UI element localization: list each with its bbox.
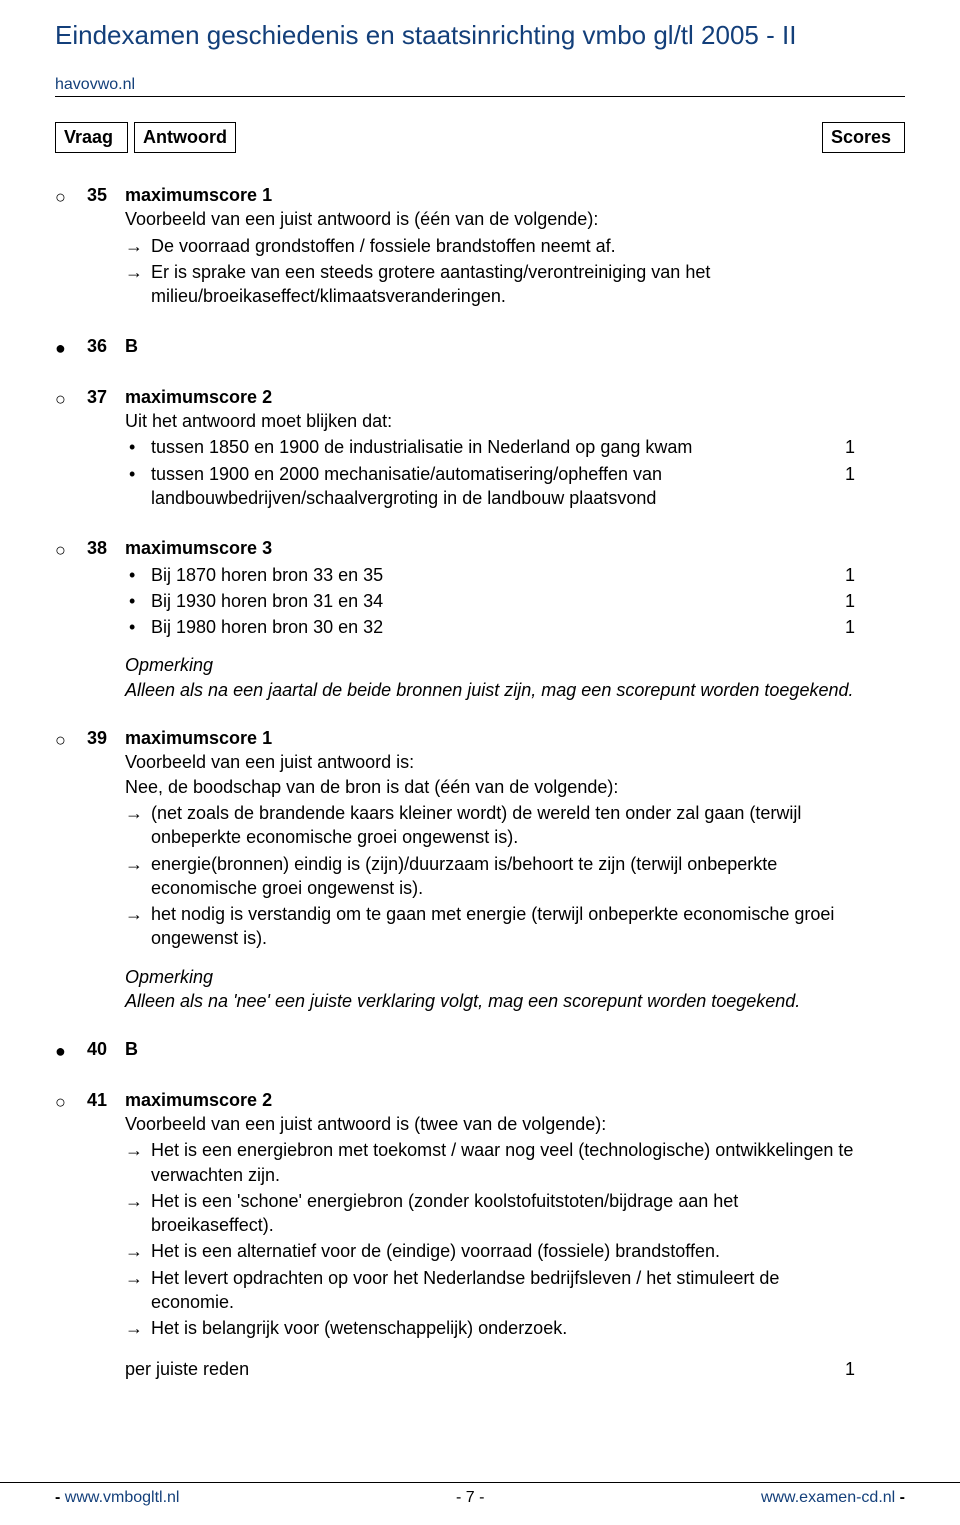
footer-right-url: www.examen-cd.nl (761, 1489, 895, 1506)
answer-list: Bij 1870 horen bron 33 en 35 1 Bij 1930 … (125, 563, 855, 640)
mc-answer: B (125, 1037, 905, 1061)
question-number: 38 (87, 536, 125, 560)
max-score-label: maximumscore 2 (125, 387, 272, 407)
answer-item: het nodig is verstandig om te gaan met e… (125, 902, 855, 951)
answer-intro: Voorbeeld van een juist antwoord is: (125, 750, 855, 774)
mc-answer: B (125, 334, 905, 358)
question-38: ○ 38 maximumscore 3 Bij 1870 horen bron … (55, 536, 905, 702)
answer-text: Bij 1870 horen bron 33 en 35 (151, 563, 807, 587)
remark-heading: Opmerking (125, 653, 855, 677)
max-score-label: maximumscore 1 (125, 185, 272, 205)
question-body: maximumscore 1 Voorbeeld van een juist a… (125, 183, 905, 310)
footer-page-number: - 7 - (456, 1489, 484, 1507)
question-number: 41 (87, 1088, 125, 1112)
answer-item: tussen 1900 en 2000 mechanisatie/automat… (125, 462, 855, 511)
answer-item: Bij 1930 horen bron 31 en 34 1 (125, 589, 855, 613)
footer-left-url: www.vmbogltl.nl (65, 1489, 180, 1506)
marker-open-icon: ○ (55, 536, 87, 562)
marker-open-icon: ○ (55, 726, 87, 752)
header-scores: Scores (822, 122, 905, 153)
question-41: ○ 41 maximumscore 2 Voorbeeld van een ju… (55, 1088, 905, 1381)
max-score-label: maximumscore 2 (125, 1090, 272, 1110)
question-body: maximumscore 2 Voorbeeld van een juist a… (125, 1088, 905, 1381)
header-antwoord: Antwoord (134, 122, 236, 153)
marker-open-icon: ○ (55, 385, 87, 411)
answer-item: (net zoals de brandende kaars kleiner wo… (125, 801, 855, 850)
question-37: ○ 37 maximumscore 2 Uit het antwoord moe… (55, 385, 905, 512)
marker-filled-icon: ● (55, 334, 87, 360)
question-number: 39 (87, 726, 125, 750)
score-point: 1 (807, 589, 855, 613)
answer-text: tussen 1900 en 2000 mechanisatie/automat… (151, 462, 807, 511)
page-container: Eindexamen geschiedenis en staatsinricht… (0, 0, 960, 1525)
answer-intro: Voorbeeld van een juist antwoord is (twe… (125, 1112, 855, 1136)
answer-item: De voorraad grondstoffen / fossiele bran… (125, 234, 855, 258)
score-point: 1 (807, 615, 855, 639)
score-point: 1 (807, 435, 855, 459)
dash-icon: - (55, 1489, 60, 1506)
answer-item: tussen 1850 en 1900 de industrialisatie … (125, 435, 855, 459)
marker-open-icon: ○ (55, 1088, 87, 1114)
answer-list: De voorraad grondstoffen / fossiele bran… (125, 234, 855, 309)
answer-text: tussen 1850 en 1900 de industrialisatie … (151, 435, 807, 459)
answer-text: Bij 1980 horen bron 30 en 32 (151, 615, 807, 639)
answer-item: Het is belangrijk voor (wetenschappelijk… (125, 1316, 855, 1340)
question-36: ● 36 B (55, 334, 905, 360)
answer-item: Het is een energiebron met toekomst / wa… (125, 1138, 855, 1187)
header-vraag: Vraag (55, 122, 128, 153)
answer-list: (net zoals de brandende kaars kleiner wo… (125, 801, 855, 951)
marker-filled-icon: ● (55, 1037, 87, 1063)
footer-left: - www.vmbogltl.nl (55, 1489, 179, 1507)
answer-intro: Uit het antwoord moet blijken dat: (125, 409, 855, 433)
question-number: 36 (87, 334, 125, 358)
answer-intro: Nee, de boodschap van de bron is dat (éé… (125, 775, 855, 799)
answer-item: Het levert opdrachten op voor het Nederl… (125, 1266, 855, 1315)
max-score-label: maximumscore 3 (125, 538, 272, 558)
answer-item: energie(bronnen) eindig is (zijn)/duurza… (125, 852, 855, 901)
question-body: maximumscore 2 Uit het antwoord moet bli… (125, 385, 905, 512)
answer-list: tussen 1850 en 1900 de industrialisatie … (125, 435, 855, 510)
question-body: maximumscore 1 Voorbeeld van een juist a… (125, 726, 905, 1013)
per-reason-line: per juiste reden 1 (125, 1357, 855, 1381)
answer-item: Het is een 'schone' energiebron (zonder … (125, 1189, 855, 1238)
remark-body: Alleen als na een jaartal de beide bronn… (125, 678, 855, 702)
question-number: 37 (87, 385, 125, 409)
per-reason-text: per juiste reden (125, 1357, 807, 1381)
document-title: Eindexamen geschiedenis en staatsinricht… (55, 20, 905, 51)
question-body: maximumscore 3 Bij 1870 horen bron 33 en… (125, 536, 905, 702)
question-40: ● 40 B (55, 1037, 905, 1063)
site-label: havovwo.nl (55, 76, 905, 97)
answer-item: Er is sprake van een steeds grotere aant… (125, 260, 855, 309)
score-point: 1 (807, 462, 855, 511)
answer-item: Bij 1980 horen bron 30 en 32 1 (125, 615, 855, 639)
question-35: ○ 35 maximumscore 1 Voorbeeld van een ju… (55, 183, 905, 310)
score-point: 1 (807, 1357, 855, 1381)
answer-intro: Voorbeeld van een juist antwoord is (één… (125, 207, 855, 231)
answer-item: Het is een alternatief voor de (eindige)… (125, 1239, 855, 1263)
question-number: 35 (87, 183, 125, 207)
answer-text: Bij 1930 horen bron 31 en 34 (151, 589, 807, 613)
remark-body: Alleen als na 'nee' een juiste verklarin… (125, 989, 855, 1013)
max-score-label: maximumscore 1 (125, 728, 272, 748)
footer-right: www.examen-cd.nl - (761, 1489, 905, 1507)
score-point: 1 (807, 563, 855, 587)
answer-list: Het is een energiebron met toekomst / wa… (125, 1138, 855, 1340)
answer-item: Bij 1870 horen bron 33 en 35 1 (125, 563, 855, 587)
question-number: 40 (87, 1037, 125, 1061)
marker-open-icon: ○ (55, 183, 87, 209)
dash-icon: - (900, 1489, 905, 1506)
column-header-row: Vraag Antwoord Scores (55, 122, 905, 153)
page-footer: - www.vmbogltl.nl - 7 - www.examen-cd.nl… (0, 1482, 960, 1507)
question-39: ○ 39 maximumscore 1 Voorbeeld van een ju… (55, 726, 905, 1013)
remark-heading: Opmerking (125, 965, 855, 989)
